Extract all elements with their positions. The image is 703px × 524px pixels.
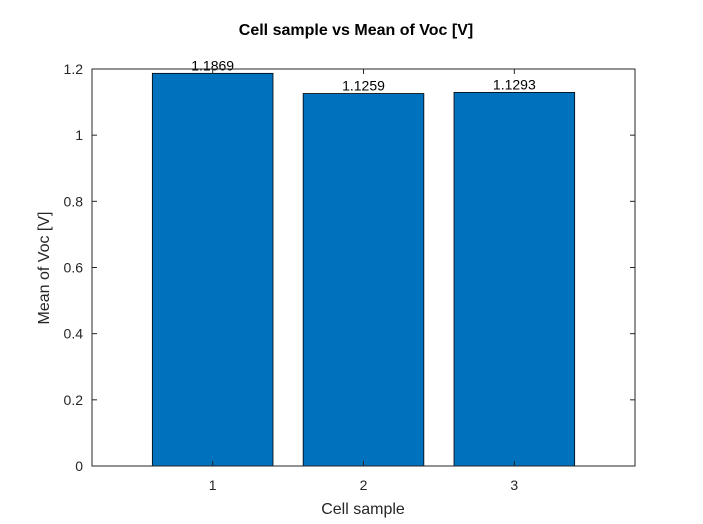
bar-1 — [151, 72, 274, 467]
bar-2 — [302, 93, 425, 467]
bar-3 — [453, 91, 576, 467]
y-tick-label: 0.6 — [64, 260, 84, 276]
x-tick-label: 1 — [209, 477, 217, 493]
y-tick-label: 1 — [75, 127, 83, 143]
bars-layer — [151, 72, 576, 467]
y-axis-label: Mean of Voc [V] — [36, 212, 53, 325]
y-axis: 0 0.2 0.4 0.6 0.8 1 1.2 — [64, 61, 635, 474]
y-tick-label: 0.4 — [64, 326, 84, 342]
data-label-2: 1.1259 — [342, 78, 385, 94]
data-label-3: 1.1293 — [493, 76, 536, 92]
chart-title: Cell sample vs Mean of Voc [V] — [239, 22, 473, 39]
y-tick-label: 0.2 — [64, 392, 84, 408]
x-tick-label: 2 — [360, 477, 368, 493]
x-axis: 1 2 3 — [209, 69, 518, 493]
y-tick-label: 0 — [75, 458, 83, 474]
x-tick-label: 3 — [510, 477, 518, 493]
x-axis-label: Cell sample — [321, 501, 405, 518]
y-tick-label: 0.8 — [64, 193, 84, 209]
y-tick-label: 1.2 — [64, 61, 84, 77]
